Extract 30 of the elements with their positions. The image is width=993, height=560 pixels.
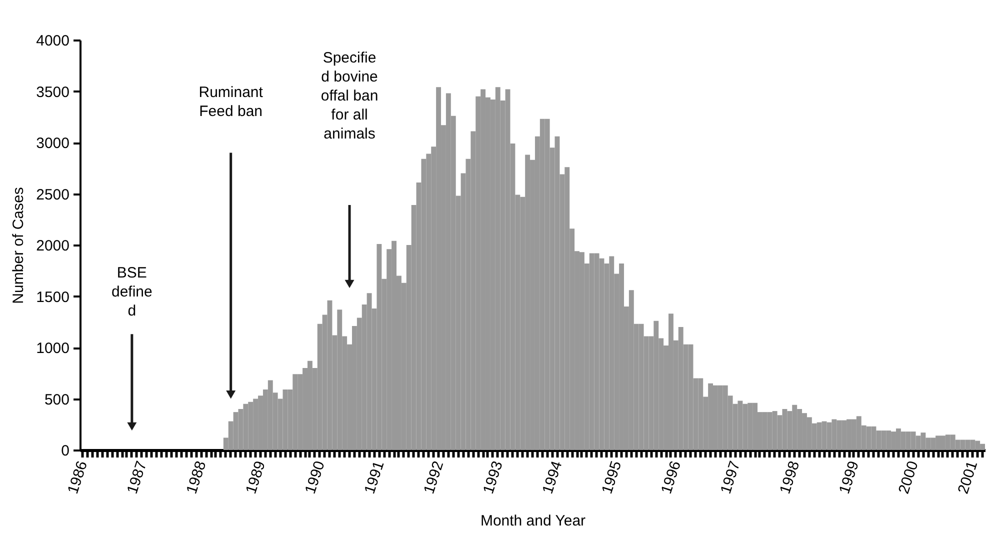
x-tick-label: 1996 [658,459,684,496]
x-tick-label: 2000 [895,459,922,496]
x-tick-label: 2001 [954,459,982,496]
annotation: Ruminant Feed ban [198,84,264,120]
y-tick-label: 4000 [36,32,70,50]
annotation: BSE define d [111,264,152,320]
y-axis-title: Number of Cases [10,187,28,304]
y-tick-label: 2000 [36,238,70,254]
y-tick-label: 2500 [36,186,70,204]
x-tick-label: 1992 [420,459,448,496]
y-tick-label: 0 [61,442,70,460]
x-tick-label: 1994 [539,459,566,496]
y-tick-label: 1000 [36,340,70,357]
x-tick-label: 1999 [836,459,863,496]
x-tick-label: 1986 [64,459,92,496]
y-tick-label: 3000 [36,135,70,152]
x-tick-label: 1987 [124,459,150,496]
x-tick-label: 1998 [776,459,804,496]
x-tick-label: 1988 [183,459,210,496]
x-tick-label: 1991 [361,459,388,496]
x-tick-label: 1990 [302,459,328,496]
annotation: Specifie d bovine offal ban for all animals [320,49,378,142]
x-axis-title: Month and Year [480,512,586,530]
x-tick-label: 1995 [598,459,626,496]
y-tick-label: 500 [44,391,70,408]
x-tick-label: 1993 [480,459,506,496]
x-tick-label: 1989 [242,459,270,496]
x-tick-label: 1997 [717,459,744,496]
y-tick-label: 1500 [36,288,70,306]
y-tick-label: 3500 [36,84,70,101]
